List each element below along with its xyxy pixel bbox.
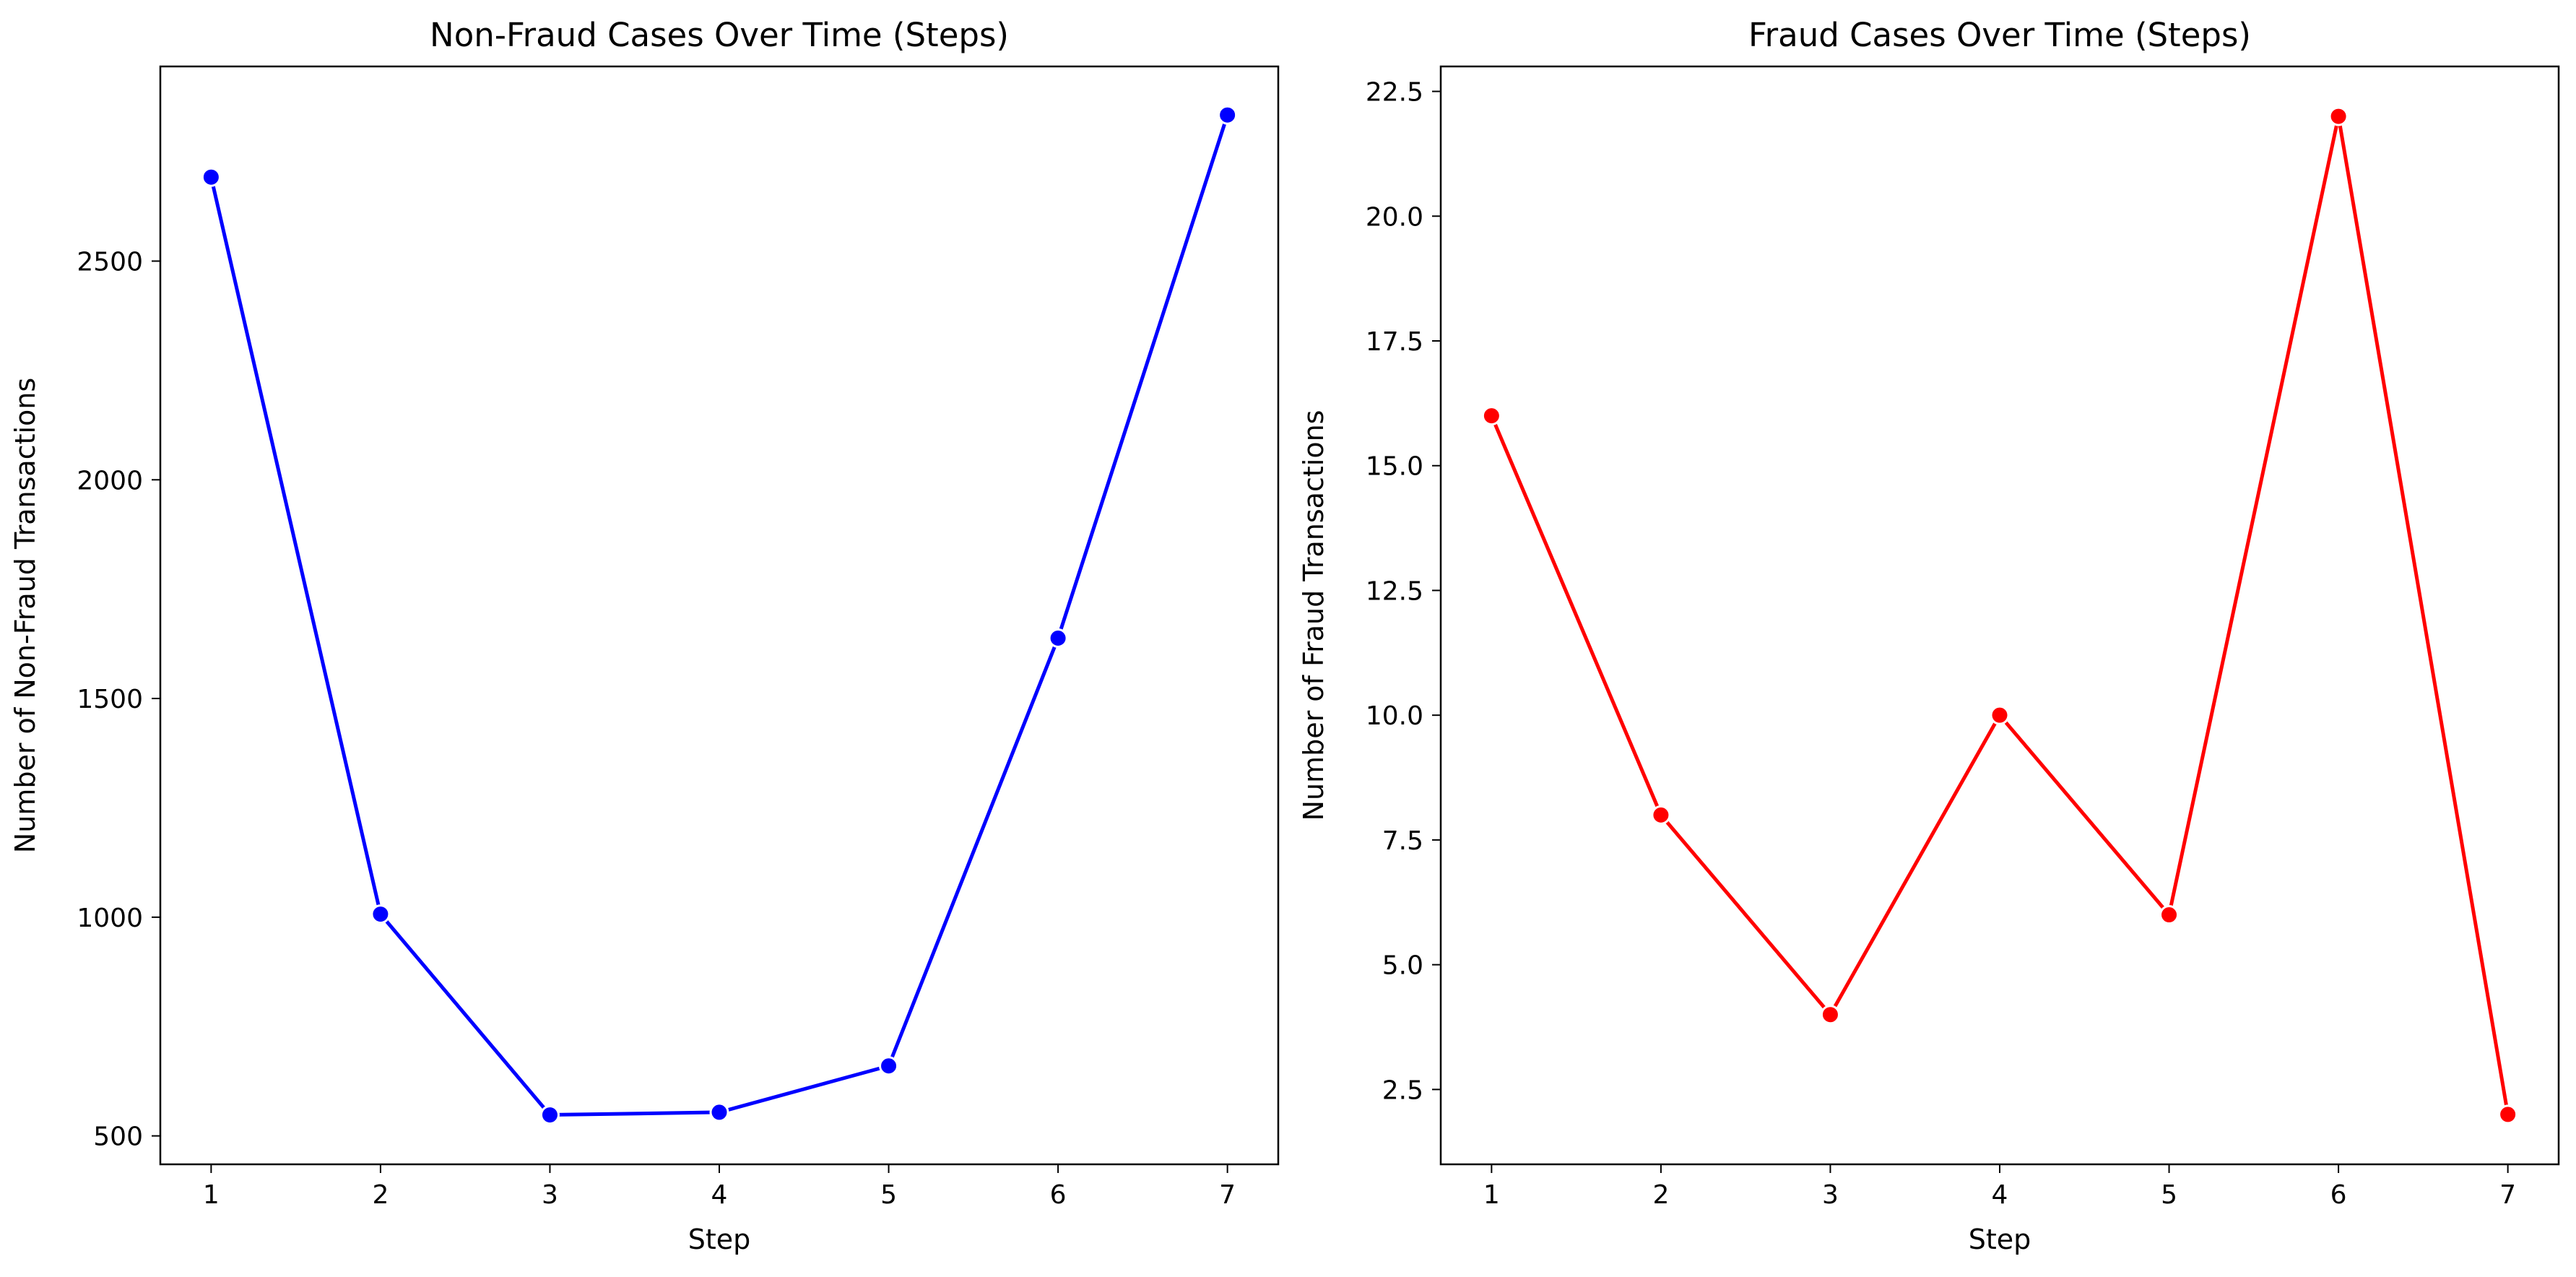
y-tick-label: 10.0 — [1366, 701, 1423, 731]
y-axis-label: Number of Non-Fraud Transactions — [9, 378, 41, 853]
x-tick-label: 2 — [372, 1180, 389, 1210]
non-fraud-data-point — [201, 167, 221, 187]
x-tick-label: 6 — [1050, 1180, 1067, 1210]
fraud-chart: Fraud Cases Over Time (Steps) 1 2 3 4 5 6 7 2.5 5… — [1298, 16, 2560, 1255]
x-tick-label: 4 — [711, 1180, 728, 1210]
chart-title: Fraud Cases Over Time (Steps) — [1748, 16, 2251, 54]
chart-title: Non-Fraud Cases Over Time (Steps) — [430, 16, 1009, 54]
x-tick-label: 2 — [1652, 1180, 1669, 1210]
y-tick-label: 2500 — [77, 247, 143, 277]
fraud-data-point — [2159, 905, 2180, 925]
x-axis-label: Step — [688, 1224, 751, 1255]
x-tick-label: 3 — [542, 1180, 558, 1210]
plot-frame — [1439, 65, 2560, 1166]
non-fraud-chart: Non-Fraud Cases Over Time (Steps) 1 2 3 4 5 6 7… — [9, 16, 1280, 1255]
non-fraud-data-point — [709, 1102, 729, 1122]
x-tick-label: 7 — [1219, 1180, 1236, 1210]
x-tick-label: 4 — [1992, 1180, 2008, 1210]
x-tick-label: 6 — [2330, 1180, 2347, 1210]
y-tick-label: 12.5 — [1366, 576, 1423, 606]
fraud-data-point — [1990, 705, 2010, 725]
fraud-data-point — [2498, 1104, 2518, 1125]
x-tick-label: 3 — [1822, 1180, 1839, 1210]
non-fraud-series-line — [209, 114, 1230, 1117]
y-axis-label: Number of Fraud Transactions — [1298, 410, 1330, 821]
y-tick-label: 500 — [93, 1122, 143, 1152]
x-tick-label: 1 — [1483, 1180, 1500, 1210]
x-tick-label: 7 — [2499, 1180, 2516, 1210]
non-fraud-data-point — [1048, 628, 1068, 648]
y-tick-label: 5.0 — [1382, 951, 1423, 981]
x-tick-label: 5 — [2161, 1180, 2177, 1210]
y-tick-label: 2000 — [77, 466, 143, 495]
plot-frame — [159, 65, 1280, 1166]
y-tick-label: 15.0 — [1366, 452, 1423, 482]
y-tick-label: 1000 — [77, 904, 143, 933]
non-fraud-data-point — [879, 1056, 899, 1076]
y-tick-label: 1500 — [77, 685, 143, 714]
fraud-data-point — [1481, 406, 1501, 426]
y-tick-label: 2.5 — [1382, 1075, 1423, 1105]
x-tick-label: 5 — [880, 1180, 897, 1210]
y-tick-label: 22.5 — [1366, 78, 1423, 108]
y-tick-label: 7.5 — [1382, 826, 1423, 856]
y-tick-label: 20.0 — [1366, 202, 1423, 232]
non-fraud-data-point — [1218, 105, 1238, 125]
x-axis-label: Step — [1969, 1224, 2031, 1255]
fraud-data-point — [1820, 1005, 1840, 1025]
fraud-series-line — [1490, 114, 2510, 1115]
x-tick-label: 1 — [203, 1180, 220, 1210]
fraud-data-point — [1651, 805, 1671, 825]
non-fraud-data-point — [539, 1105, 560, 1125]
fraud-data-point — [2328, 106, 2349, 126]
non-fraud-data-point — [370, 904, 391, 925]
y-tick-label: 17.5 — [1366, 327, 1423, 357]
